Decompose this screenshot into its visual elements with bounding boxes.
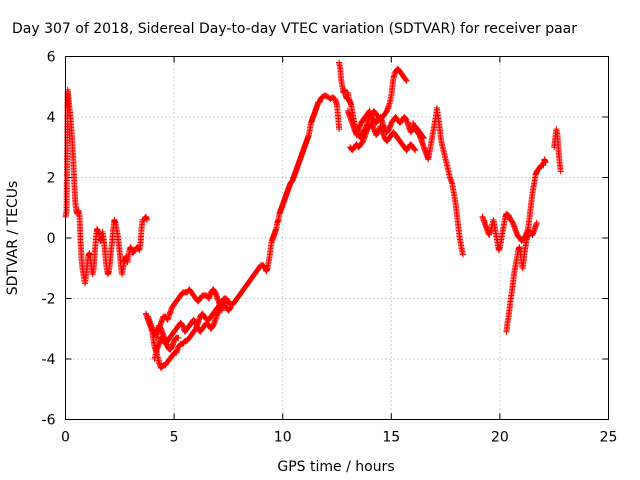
data-point-markers (145, 313, 182, 353)
data-point-markers (503, 219, 540, 335)
plot-frame (65, 56, 609, 420)
data-point-markers (410, 104, 466, 258)
data-point-markers (347, 120, 419, 154)
data-segment (551, 126, 564, 175)
data-segment (231, 92, 343, 305)
x-tick-label: 25 (600, 430, 618, 446)
y-tick-label: 2 (47, 171, 56, 187)
data-point-markers (151, 298, 234, 362)
data-segment (151, 298, 234, 362)
x-tick-label: 0 (61, 430, 70, 446)
y-tick-label: -4 (42, 352, 56, 368)
y-axis-label: SDTVAR / TECUs (5, 181, 21, 296)
data-point-markers (551, 126, 564, 175)
data-segment (479, 156, 549, 254)
x-tick-label: 5 (170, 430, 179, 446)
x-tick-label: 15 (382, 430, 400, 446)
data-series (62, 59, 564, 372)
x-tick-label: 20 (491, 430, 509, 446)
y-tick-label: 4 (47, 110, 56, 126)
y-tick-label: 0 (47, 231, 56, 247)
data-segment (347, 120, 419, 154)
data-point-markers (231, 92, 343, 305)
chart-title: Day 307 of 2018, Sidereal Day-to-day VTE… (12, 21, 577, 37)
y-tick-label: -6 (42, 413, 56, 429)
data-segment (410, 104, 466, 258)
data-segment (153, 286, 225, 341)
data-point-markers (479, 156, 549, 254)
x-axis-label: GPS time / hours (277, 459, 394, 475)
data-segment (145, 313, 182, 353)
data-point-markers (153, 286, 225, 341)
y-tick-label: 6 (47, 50, 56, 66)
y-tick-label: -2 (42, 292, 56, 308)
data-segment (503, 219, 540, 335)
x-tick-label: 10 (274, 430, 292, 446)
